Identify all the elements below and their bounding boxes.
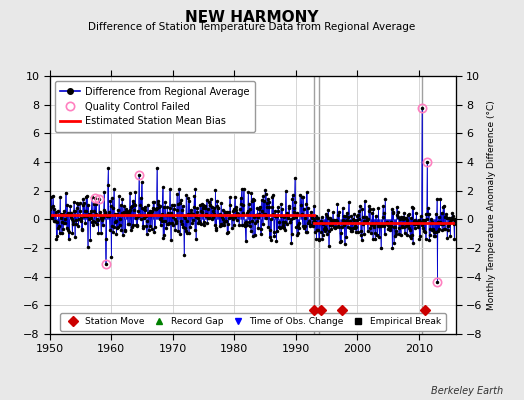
Text: Difference of Station Temperature Data from Regional Average: Difference of Station Temperature Data f…	[88, 22, 415, 32]
Text: NEW HARMONY: NEW HARMONY	[185, 10, 318, 25]
Text: Berkeley Earth: Berkeley Earth	[431, 386, 503, 396]
Legend: Station Move, Record Gap, Time of Obs. Change, Empirical Break: Station Move, Record Gap, Time of Obs. C…	[60, 313, 446, 331]
Y-axis label: Monthly Temperature Anomaly Difference (°C): Monthly Temperature Anomaly Difference (…	[487, 100, 496, 310]
